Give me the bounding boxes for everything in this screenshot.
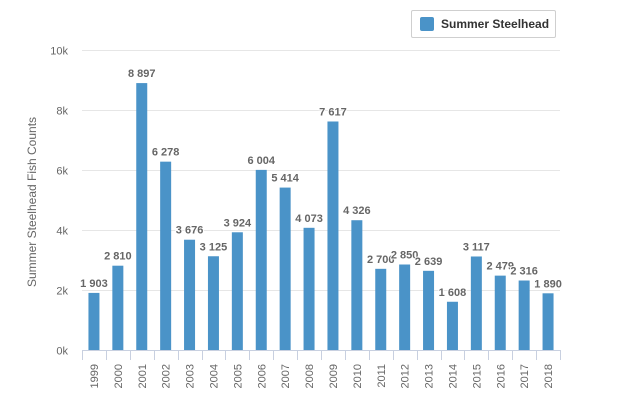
x-tick-label-1999: 1999: [89, 364, 101, 388]
bar-2011[interactable]: [375, 268, 387, 350]
data-label-2012: 2 850: [391, 250, 419, 262]
bar-2016[interactable]: [494, 275, 506, 350]
data-label-2000: 2 810: [104, 251, 132, 263]
legend[interactable]: Summer Steelhead: [411, 10, 556, 38]
bar-2003[interactable]: [184, 239, 196, 350]
data-label-2009: 7 617: [319, 106, 347, 118]
bar-2007[interactable]: [279, 187, 291, 350]
bar-2012[interactable]: [399, 264, 411, 351]
data-label-2013: 2 639: [415, 256, 443, 268]
bar-2008[interactable]: [303, 227, 315, 350]
x-tick-label-2013: 2013: [424, 364, 436, 388]
x-tick-label-2011: 2011: [376, 364, 388, 388]
x-tick-label-2007: 2007: [280, 364, 292, 388]
data-label-2007: 5 414: [271, 173, 299, 185]
x-tick-label-2017: 2017: [519, 364, 531, 388]
bar-2015[interactable]: [470, 256, 482, 350]
x-tick-label-2009: 2009: [328, 364, 340, 388]
x-tick-label-2006: 2006: [256, 364, 268, 388]
x-tick-label-2010: 2010: [352, 364, 364, 388]
bars: [88, 83, 554, 351]
data-label-2010: 4 326: [343, 205, 371, 217]
x-tick-label-2000: 2000: [113, 364, 125, 388]
bar-2018[interactable]: [542, 293, 554, 350]
y-tick-label: 2k: [56, 286, 68, 298]
data-labels: 1 903 2 810 8 897 6 278 3 676 3 125 3 924 6 004…: [79, 67, 563, 300]
data-label-1999: 1 903: [80, 278, 108, 290]
bar-2009[interactable]: [327, 121, 339, 351]
legend-label[interactable]: Summer Steelhead: [441, 17, 550, 31]
x-tick-label-2018: 2018: [543, 364, 555, 388]
data-label-2006: 6 004: [247, 155, 275, 167]
data-label-2011: 2 706: [367, 254, 395, 266]
x-tick-label-2001: 2001: [137, 364, 149, 388]
bar-2013[interactable]: [423, 270, 435, 350]
x-tick-label-2005: 2005: [232, 364, 244, 388]
x-tick-label-2003: 2003: [185, 364, 197, 388]
bar-2000[interactable]: [112, 265, 124, 350]
data-label-2018: 1 890: [534, 278, 562, 290]
data-label-2002: 6 278: [152, 147, 180, 159]
bar-2001[interactable]: [136, 83, 148, 350]
x-tick-label-2014: 2014: [447, 364, 459, 388]
y-axis-title: Summer Steelhead Fish Counts: [25, 117, 39, 287]
bar-2006[interactable]: [255, 169, 267, 350]
data-label-2001: 8 897: [128, 68, 156, 80]
data-label-2003: 3 676: [176, 225, 204, 237]
legend-swatch: [420, 17, 434, 31]
data-label-2014: 1 608: [439, 287, 467, 299]
data-label-2016: 2 479: [486, 261, 514, 273]
y-tick-label: 8k: [56, 106, 68, 118]
data-label-2015: 3 117: [463, 241, 490, 253]
x-tick-label-2004: 2004: [208, 364, 220, 388]
bar-2017[interactable]: [518, 280, 530, 350]
y-axis: 0k 2k 4k 6k 8k 10k: [50, 46, 68, 358]
gridlines: [82, 50, 560, 291]
x-tick-label-2002: 2002: [161, 364, 173, 388]
x-tick-label-2012: 2012: [400, 364, 412, 388]
bar-2004[interactable]: [207, 256, 219, 350]
y-tick-label: 4k: [56, 226, 68, 238]
bar-2002[interactable]: [160, 161, 172, 350]
y-tick-label: 0k: [56, 346, 68, 358]
data-label-2008: 4 073: [295, 213, 323, 225]
bar-2010[interactable]: [351, 220, 363, 350]
x-tick-label-2015: 2015: [471, 364, 483, 388]
y-tick-label: 10k: [50, 46, 68, 58]
data-label-2005: 3 924: [224, 217, 252, 229]
data-label-2004: 3 125: [200, 241, 228, 253]
bar-1999[interactable]: [88, 292, 100, 350]
bar-2014[interactable]: [446, 301, 458, 350]
data-label-2017: 2 316: [510, 266, 538, 278]
x-tick-label-2008: 2008: [304, 364, 316, 388]
bar-2005[interactable]: [231, 232, 243, 350]
y-tick-label: 6k: [56, 166, 68, 178]
x-axis: 1999 2000 2001 2002 2003 2004 2005 2006 2007 2008…: [82, 350, 561, 388]
x-tick-label-2016: 2016: [495, 364, 507, 388]
